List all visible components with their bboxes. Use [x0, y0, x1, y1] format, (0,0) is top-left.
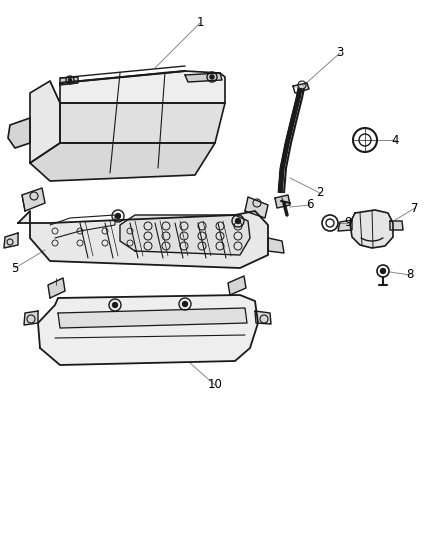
Polygon shape [120, 215, 250, 255]
Polygon shape [338, 220, 352, 231]
Polygon shape [255, 311, 271, 324]
Polygon shape [22, 188, 45, 211]
Polygon shape [293, 83, 309, 93]
Circle shape [236, 219, 240, 223]
Polygon shape [30, 81, 60, 163]
Polygon shape [350, 210, 393, 248]
Polygon shape [60, 77, 78, 85]
Polygon shape [275, 195, 290, 208]
Text: 9: 9 [344, 216, 352, 230]
Text: 7: 7 [411, 201, 419, 214]
Polygon shape [390, 221, 403, 230]
Polygon shape [228, 276, 246, 295]
Polygon shape [60, 71, 225, 103]
Polygon shape [185, 73, 222, 82]
Circle shape [68, 78, 71, 82]
Text: 6: 6 [306, 198, 314, 212]
Polygon shape [48, 278, 65, 298]
Polygon shape [60, 103, 225, 143]
Circle shape [113, 303, 117, 308]
Circle shape [381, 269, 385, 273]
Polygon shape [245, 197, 268, 218]
Text: 2: 2 [316, 187, 324, 199]
Polygon shape [58, 308, 247, 328]
Text: 1: 1 [196, 17, 204, 29]
Text: 5: 5 [11, 262, 19, 274]
Polygon shape [268, 238, 284, 253]
Text: 10: 10 [208, 378, 223, 392]
Polygon shape [8, 118, 30, 148]
Circle shape [210, 75, 214, 79]
Text: 3: 3 [336, 46, 344, 60]
Polygon shape [30, 143, 215, 181]
Text: 4: 4 [391, 133, 399, 147]
Text: 8: 8 [406, 269, 413, 281]
Polygon shape [38, 295, 258, 365]
Polygon shape [4, 233, 18, 248]
Polygon shape [18, 211, 268, 268]
Circle shape [183, 302, 187, 306]
Polygon shape [24, 311, 38, 325]
Circle shape [116, 214, 120, 219]
